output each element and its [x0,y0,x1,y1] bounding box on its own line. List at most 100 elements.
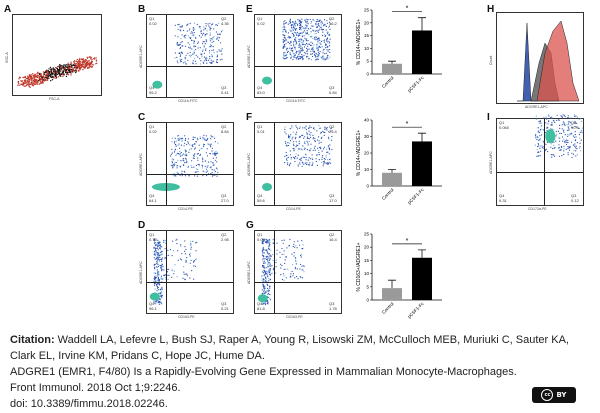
event-dot [293,149,295,151]
event-dot [199,154,201,156]
event-dot [50,80,52,82]
doi-link[interactable]: doi: 10.3389/fimmu.2018.02246. [10,398,168,410]
quadrant-gate-horizontal[interactable] [255,173,341,175]
quadrant-gate-vertical[interactable] [165,15,167,97]
flow-dot-plot [149,238,198,305]
event-dot [559,124,561,126]
event-dot [280,267,282,269]
event-dot [545,148,547,150]
event-dot [329,34,331,36]
event-dot [193,50,195,52]
event-dot [264,288,266,290]
event-dot [180,52,182,54]
event-dot [179,154,181,156]
event-dot [289,19,291,21]
event-dot [154,268,156,270]
event-dot [20,83,22,85]
event-dot [189,277,191,279]
event-dot [27,76,29,79]
quadrant-gate-horizontal[interactable] [147,173,233,175]
event-dot [315,23,317,25]
event-dot [286,157,288,159]
event-dot [181,139,183,141]
event-dot [49,66,52,69]
event-dot [316,20,318,22]
event-dot [322,31,324,33]
event-dot [295,260,297,262]
event-dot [181,25,184,27]
event-dot [310,59,313,61]
quadrant-id: Q2 [221,232,227,237]
event-dot [285,256,288,258]
quadrant-gate-horizontal[interactable] [147,65,233,67]
event-dot [295,263,297,265]
event-dot [195,54,197,57]
quadrant-gate-vertical[interactable] [544,119,546,205]
event-dot [95,57,97,59]
event-dot [308,130,310,132]
quadrant-gate-horizontal[interactable] [255,65,341,67]
event-dot [191,34,193,36]
event-dot [209,22,211,24]
event-dot [76,65,78,67]
event-dot [171,269,173,271]
category-label: Control [381,301,395,315]
event-dot [189,47,191,49]
quadrant-gate-vertical[interactable] [273,123,275,205]
event-dot [311,25,313,27]
event-dot [297,165,299,167]
event-dot [212,46,214,48]
event-dot [268,243,270,245]
quadrant-gate-horizontal[interactable] [255,281,341,283]
event-dot [283,23,285,25]
event-dot [300,50,303,52]
y-tick-label: 20 [364,245,370,250]
event-dot [303,163,305,165]
cc-by-license-badge[interactable]: cc BY [532,387,576,403]
event-dot [36,72,38,75]
quadrant-gate-vertical[interactable] [165,231,167,313]
event-dot [161,268,163,270]
event-dot [160,250,162,252]
event-dot [268,247,270,249]
quadrant-gate-vertical[interactable] [273,231,275,313]
event-dot [567,141,569,144]
event-dot [326,20,328,22]
event-dot [323,157,325,160]
event-dot [185,273,187,275]
quadrant-percent: 0.84 [329,90,337,95]
quadrant-gate-vertical[interactable] [165,123,167,205]
event-dot [322,34,324,37]
event-dot [214,141,216,143]
event-dot [279,251,281,253]
event-dot [187,42,189,44]
event-dot [192,32,194,34]
event-dot [211,175,214,177]
event-dot [189,51,191,53]
event-dot [295,57,297,59]
event-dot [320,137,322,139]
y-tick-label: 10 [364,46,370,51]
event-dot [289,20,291,22]
quadrant-gate-horizontal[interactable] [497,172,583,174]
event-dot [571,126,573,128]
event-dot [574,120,576,123]
event-dot [92,64,95,66]
category-label: Control [381,187,395,201]
event-dot [158,278,160,281]
event-dot [293,241,295,243]
event-dot [40,74,42,77]
quadrant-gate-horizontal[interactable] [147,281,233,283]
quadrant-gate-vertical[interactable] [273,15,275,97]
event-dot [194,171,196,173]
event-dot [298,28,301,31]
event-dot [265,249,267,251]
event-dot [292,51,294,53]
event-dot [174,141,176,143]
event-dot [154,276,157,279]
event-dot [164,242,166,244]
event-dot [297,58,300,60]
event-dot [316,48,318,50]
event-dot [218,33,220,35]
event-dot [157,245,159,247]
